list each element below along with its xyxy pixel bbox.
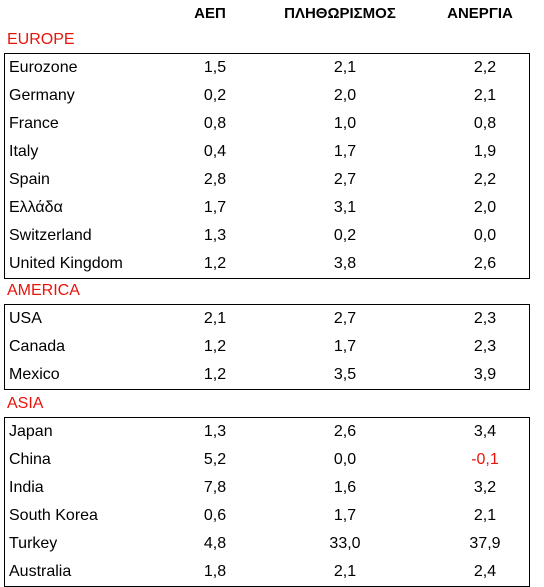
country-name: France: [9, 115, 59, 132]
unemployment-value: 3,4: [473, 423, 497, 440]
unemployment-value: 2,2: [473, 59, 497, 76]
table-row: Turkey 4,8 33,0 37,9: [5, 530, 529, 558]
region-europe: EUROPE Eurozone 1,5 2,1 2,2 Germany 0,2 2,0 2,1 F…: [0, 27, 544, 279]
unemployment-value: 1,9: [473, 143, 497, 160]
region-table-box: USA 2,1 2,7 2,3 Canada 1,2 1,7 2,3 Mexico 1,2 3,5 3…: [4, 304, 530, 390]
country-name: USA: [9, 310, 42, 327]
inflation-value: 1,0: [333, 115, 357, 132]
column-header-row: ΑΕΠ ΠΛΗΘΩΡΙΣΜΟΣ ΑΝΕΡΓΙΑ: [0, 0, 544, 28]
gdp-value: 7,8: [203, 479, 227, 496]
column-header-unemployment: ΑΝΕΡΓΙΑ: [447, 5, 513, 22]
region-label: ASIA: [7, 395, 44, 412]
column-header-gdp: ΑΕΠ: [194, 5, 226, 22]
inflation-value: 0,0: [333, 451, 357, 468]
unemployment-value: -0,1: [471, 451, 499, 468]
inflation-value: 2,0: [333, 87, 357, 104]
country-name: Mexico: [9, 366, 60, 383]
country-name: Turkey: [9, 535, 58, 552]
unemployment-value: 2,3: [473, 338, 497, 355]
table-row: South Korea 0,6 1,7 2,1: [5, 502, 529, 530]
inflation-value: 0,2: [333, 227, 357, 244]
inflation-value: 3,1: [333, 199, 357, 216]
inflation-value: 2,7: [333, 171, 357, 188]
column-header-inflation: ΠΛΗΘΩΡΙΣΜΟΣ: [284, 5, 396, 22]
country-name: Canada: [9, 338, 66, 355]
unemployment-value: 2,2: [473, 171, 497, 188]
country-name: Australia: [9, 563, 72, 580]
gdp-value: 5,2: [203, 451, 227, 468]
country-name: South Korea: [9, 507, 98, 524]
table-row: China 5,2 0,0 -0,1: [5, 446, 529, 474]
table-row: Switzerland 1,3 0,2 0,0: [5, 222, 529, 250]
gdp-value: 4,8: [203, 535, 227, 552]
unemployment-value: 2,6: [473, 255, 497, 272]
inflation-value: 2,1: [333, 563, 357, 580]
table-row: France 0,8 1,0 0,8: [5, 110, 529, 138]
region-america: AMERICA USA 2,1 2,7 2,3 Canada 1,2 1,7 2,3 Mexico…: [0, 278, 544, 390]
gdp-value: 1,5: [203, 59, 227, 76]
country-name: Italy: [9, 143, 39, 160]
country-name: China: [9, 451, 51, 468]
country-name: Ελλάδα: [9, 199, 63, 216]
inflation-value: 2,1: [333, 59, 357, 76]
table-row: Mexico 1,2 3,5 3,9: [5, 361, 529, 389]
country-name: United Kingdom: [9, 255, 123, 272]
gdp-value: 2,1: [203, 310, 227, 327]
unemployment-value: 2,1: [473, 87, 497, 104]
table-row: Eurozone 1,5 2,1 2,2: [5, 54, 529, 82]
inflation-value: 1,7: [333, 507, 357, 524]
country-name: India: [9, 479, 44, 496]
gdp-value: 0,8: [203, 115, 227, 132]
region-label: EUROPE: [7, 31, 75, 48]
table-row: Japan 1,3 2,6 3,4: [5, 418, 529, 446]
inflation-value: 2,6: [333, 423, 357, 440]
gdp-value: 1,2: [203, 255, 227, 272]
inflation-value: 1,7: [333, 143, 357, 160]
country-name: Switzerland: [9, 227, 92, 244]
inflation-value: 33,0: [329, 535, 361, 552]
unemployment-value: 2,4: [473, 563, 497, 580]
inflation-value: 3,5: [333, 366, 357, 383]
gdp-value: 1,8: [203, 563, 227, 580]
unemployment-value: 3,9: [473, 366, 497, 383]
gdp-value: 1,3: [203, 423, 227, 440]
table-row: Canada 1,2 1,7 2,3: [5, 333, 529, 361]
unemployment-value: 3,2: [473, 479, 497, 496]
inflation-value: 2,7: [333, 310, 357, 327]
gdp-value: 1,7: [203, 199, 227, 216]
table-row: Spain 2,8 2,7 2,2: [5, 166, 529, 194]
gdp-value: 0,4: [203, 143, 227, 160]
table-row: United Kingdom 1,2 3,8 2,6: [5, 250, 529, 278]
unemployment-value: 2,0: [473, 199, 497, 216]
unemployment-value: 2,1: [473, 507, 497, 524]
region-asia: ASIA Japan 1,3 2,6 3,4 China 5,2 0,0 -0,1 India 7,…: [0, 391, 544, 587]
country-name: Spain: [9, 171, 50, 188]
region-table-box: Eurozone 1,5 2,1 2,2 Germany 0,2 2,0 2,1 France 0…: [4, 53, 530, 279]
unemployment-value: 37,9: [469, 535, 501, 552]
country-name: Eurozone: [9, 59, 78, 76]
table-row: Australia 1,8 2,1 2,4: [5, 558, 529, 586]
country-name: Germany: [9, 87, 75, 104]
unemployment-value: 0,0: [473, 227, 497, 244]
gdp-value: 1,3: [203, 227, 227, 244]
inflation-value: 1,7: [333, 338, 357, 355]
gdp-value: 0,6: [203, 507, 227, 524]
gdp-value: 1,2: [203, 338, 227, 355]
inflation-value: 3,8: [333, 255, 357, 272]
table-row: USA 2,1 2,7 2,3: [5, 305, 529, 333]
region-table-box: Japan 1,3 2,6 3,4 China 5,2 0,0 -0,1 India 7,8 1,6…: [4, 417, 530, 587]
country-name: Japan: [9, 423, 53, 440]
unemployment-value: 2,3: [473, 310, 497, 327]
table-row: Ελλάδα 1,7 3,1 2,0: [5, 194, 529, 222]
region-label: AMERICA: [7, 282, 80, 299]
gdp-value: 2,8: [203, 171, 227, 188]
gdp-value: 1,2: [203, 366, 227, 383]
table-row: India 7,8 1,6 3,2: [5, 474, 529, 502]
gdp-value: 0,2: [203, 87, 227, 104]
table-row: Germany 0,2 2,0 2,1: [5, 82, 529, 110]
unemployment-value: 0,8: [473, 115, 497, 132]
table-row: Italy 0,4 1,7 1,9: [5, 138, 529, 166]
inflation-value: 1,6: [333, 479, 357, 496]
